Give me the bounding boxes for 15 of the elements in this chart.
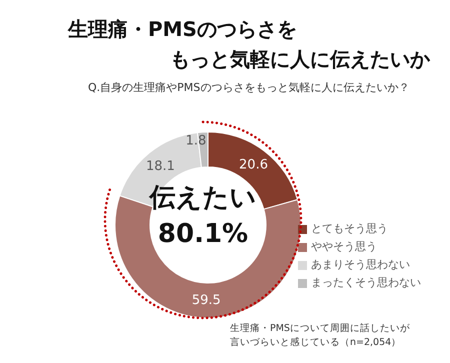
text: 生理痛・PMSについて周囲に話したいが [230, 322, 410, 336]
data-label: 59.5 [192, 292, 221, 308]
data-label: 20.6 [239, 157, 268, 172]
legend-label: あまりそう思わない [311, 257, 410, 273]
chart-title: 生理痛・PMSのつらさを [68, 16, 297, 43]
data-label: 1.8 [186, 134, 206, 149]
text: 言いづらいと感じている（n=2,054） [230, 336, 402, 350]
legend-label: ややそう思う [311, 239, 377, 255]
text: 伝えたい [148, 182, 258, 215]
legend-label: とてもそう思う [311, 221, 388, 237]
text: 80.1% [156, 218, 250, 251]
text: Q.自身の生理痛やPMSのつらさをもっと気軽に人に伝えたいか？ [88, 80, 410, 95]
legend-label: まったくそう思わない [311, 275, 421, 291]
data-label: 18.1 [146, 158, 175, 174]
chart-subtitle: もっと気軽に人に伝えたいか [170, 46, 430, 73]
